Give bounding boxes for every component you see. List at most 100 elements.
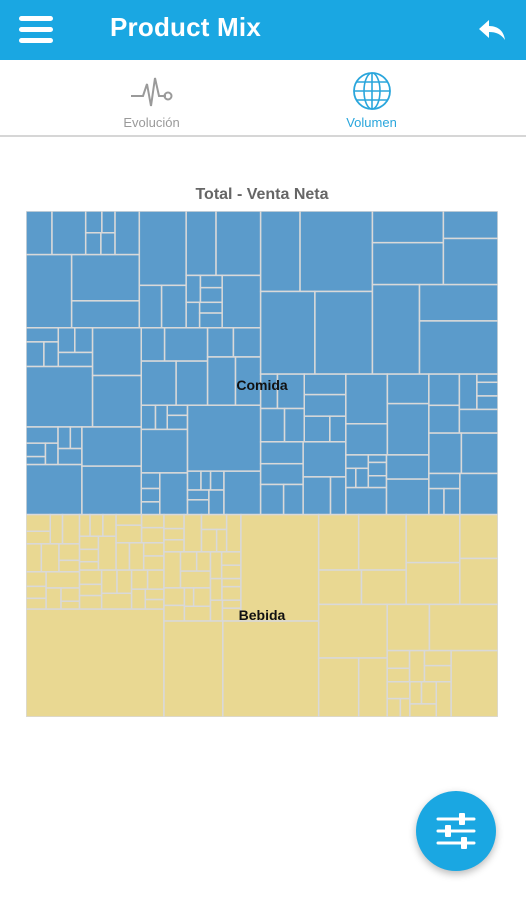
- treemap-cell-bebida[interactable]: [144, 588, 165, 601]
- treemap-cell-bebida[interactable]: [49, 513, 64, 545]
- treemap-cell-comida[interactable]: [81, 465, 143, 516]
- treemap-cell-comida[interactable]: [138, 211, 187, 287]
- treemap-cell-bebida[interactable]: [26, 543, 43, 573]
- treemap-cell-bebida[interactable]: [26, 530, 52, 545]
- treemap-cell-bebida[interactable]: [317, 569, 363, 606]
- treemap-cell-bebida[interactable]: [58, 559, 81, 573]
- treemap-cell-comida[interactable]: [302, 441, 347, 478]
- treemap-cell-bebida[interactable]: [45, 587, 62, 610]
- treemap-cell-comida[interactable]: [185, 301, 201, 329]
- treemap-cell-comida[interactable]: [200, 470, 212, 491]
- treemap-cell-comida[interactable]: [198, 312, 223, 329]
- treemap-cell-bebida[interactable]: [317, 657, 360, 717]
- treemap-cell-bebida[interactable]: [163, 513, 185, 530]
- treemap-cell-bebida[interactable]: [58, 543, 81, 562]
- treemap-cell-comida[interactable]: [140, 327, 166, 362]
- treemap-cell-comida[interactable]: [355, 467, 370, 489]
- tab-volumen[interactable]: Volumen: [240, 60, 503, 136]
- treemap-cell-comida[interactable]: [154, 404, 169, 431]
- treemap-cell-comida[interactable]: [57, 426, 72, 450]
- treemap-cell-comida[interactable]: [186, 489, 210, 501]
- treemap-cell-bebida[interactable]: [221, 577, 242, 588]
- treemap-cell-comida[interactable]: [428, 472, 461, 490]
- treemap-cell-bebida[interactable]: [100, 569, 118, 595]
- treemap-cell-bebida[interactable]: [78, 535, 100, 551]
- treemap-cell-bebida[interactable]: [357, 657, 388, 717]
- treemap-cell-bebida[interactable]: [428, 603, 498, 652]
- treemap-cell-comida[interactable]: [314, 290, 374, 375]
- treemap-cell-comida[interactable]: [198, 301, 223, 314]
- treemap-cell-comida[interactable]: [458, 373, 478, 411]
- treemap-cell-comida[interactable]: [215, 211, 262, 277]
- treemap-cell-comida[interactable]: [303, 415, 331, 443]
- treemap-cell-comida[interactable]: [367, 454, 388, 464]
- treemap-cell-bebida[interactable]: [386, 681, 411, 700]
- treemap-cell-bebida[interactable]: [163, 551, 182, 589]
- treemap-cell-bebida[interactable]: [163, 587, 186, 607]
- treemap-cell-comida[interactable]: [209, 470, 225, 491]
- treemap-cell-bebida[interactable]: [386, 649, 411, 670]
- treemap-cell-bebida[interactable]: [97, 535, 117, 571]
- treemap-cell-comida[interactable]: [232, 327, 262, 358]
- treemap-cell-comida[interactable]: [159, 472, 189, 516]
- treemap-cell-comida[interactable]: [303, 373, 347, 396]
- treemap-cell-bebida[interactable]: [60, 587, 81, 602]
- treemap-cell-comida[interactable]: [371, 283, 421, 375]
- tab-evolucion[interactable]: Evolución: [20, 60, 283, 136]
- treemap-cell-comida[interactable]: [26, 455, 47, 466]
- treemap-cell-bebida[interactable]: [183, 605, 212, 622]
- treemap-cell-bebida[interactable]: [140, 513, 165, 529]
- treemap-cell-comida[interactable]: [81, 426, 143, 467]
- treemap-cell-bebida[interactable]: [420, 681, 438, 705]
- treemap-cell-bebida[interactable]: [200, 513, 228, 531]
- treemap-cell-comida[interactable]: [458, 408, 498, 434]
- treemap-cell-bebida[interactable]: [240, 513, 320, 622]
- treemap-cell-bebida[interactable]: [209, 599, 224, 622]
- treemap-cell-bebida[interactable]: [386, 697, 402, 717]
- treemap-cell-comida[interactable]: [345, 467, 357, 489]
- treemap-cell-comida[interactable]: [259, 462, 304, 486]
- hamburger-menu-icon[interactable]: [16, 10, 56, 50]
- treemap-cell-comida[interactable]: [91, 374, 143, 428]
- treemap-cell-bebida[interactable]: [399, 697, 411, 717]
- treemap-cell-comida[interactable]: [70, 300, 141, 329]
- treemap-cell-bebida[interactable]: [423, 649, 452, 667]
- treemap-cell-comida[interactable]: [418, 283, 498, 322]
- treemap-cell-comida[interactable]: [163, 327, 209, 362]
- treemap-cell-comida[interactable]: [91, 327, 143, 377]
- treemap-cell-comida[interactable]: [186, 404, 262, 472]
- treemap-cell-comida[interactable]: [259, 290, 316, 375]
- treemap-cell-bebida[interactable]: [26, 608, 165, 717]
- treemap-cell-comida[interactable]: [371, 241, 445, 286]
- treemap-cell-bebida[interactable]: [179, 570, 212, 589]
- treemap-cell-comida[interactable]: [428, 373, 461, 407]
- treemap-cell-comida[interactable]: [418, 320, 498, 375]
- treemap-cell-comida[interactable]: [140, 404, 157, 431]
- treemap-cell-comida[interactable]: [206, 356, 237, 406]
- treemap-cell-comida[interactable]: [43, 341, 60, 368]
- treemap-cell-comida[interactable]: [460, 432, 498, 475]
- treemap-cell-bebida[interactable]: [450, 649, 498, 717]
- treemap-cell-comida[interactable]: [26, 463, 83, 516]
- treemap-cell-bebida[interactable]: [26, 585, 47, 600]
- treemap-cell-bebida[interactable]: [409, 703, 438, 717]
- treemap-cell-comida[interactable]: [367, 461, 388, 477]
- treemap-cell-bebida[interactable]: [78, 594, 103, 610]
- treemap-cell-bebida[interactable]: [220, 564, 242, 580]
- treemap-cell-bebida[interactable]: [78, 513, 91, 537]
- treemap-cell-comida[interactable]: [70, 253, 141, 302]
- treemap-cell-bebida[interactable]: [220, 551, 242, 566]
- treemap-cell-bebida[interactable]: [26, 597, 47, 610]
- treemap-cell-comida[interactable]: [175, 360, 209, 406]
- treemap-cell-comida[interactable]: [84, 211, 103, 234]
- treemap-cell-bebida[interactable]: [128, 542, 145, 571]
- treemap-cell-comida[interactable]: [84, 232, 102, 256]
- treemap-cell-comida[interactable]: [476, 395, 498, 411]
- treemap-cell-bebida[interactable]: [435, 681, 452, 717]
- treemap-cell-comida[interactable]: [259, 441, 304, 465]
- treemap-cell-comida[interactable]: [259, 483, 285, 516]
- treemap-cell-bebida[interactable]: [45, 571, 81, 589]
- treemap-cell-bebida[interactable]: [116, 569, 133, 595]
- treemap-cell-comida[interactable]: [57, 447, 83, 466]
- treemap-cell-comida[interactable]: [476, 373, 498, 384]
